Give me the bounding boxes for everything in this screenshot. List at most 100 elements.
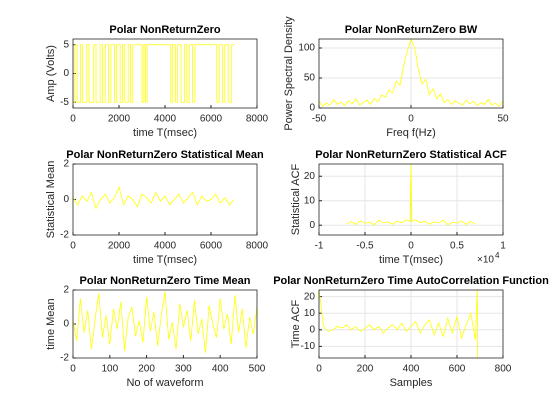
series bbox=[346, 164, 476, 226]
axes-box bbox=[318, 163, 504, 236]
step bbox=[80, 44, 84, 103]
series bbox=[73, 291, 257, 353]
y-tick-label: -10 bbox=[301, 341, 316, 352]
step bbox=[194, 44, 218, 103]
step bbox=[110, 44, 115, 103]
step bbox=[82, 44, 88, 103]
step bbox=[77, 44, 81, 103]
step bbox=[189, 44, 193, 103]
step bbox=[93, 44, 97, 103]
step bbox=[192, 44, 196, 103]
y-tick-label: 10 bbox=[304, 195, 316, 206]
y-tick-label: 50 bbox=[304, 73, 316, 84]
step bbox=[132, 44, 143, 103]
x-tick-label: 8000 bbox=[246, 114, 269, 125]
x-tick-label: 6000 bbox=[200, 114, 223, 125]
x-tick-label: -50 bbox=[312, 114, 327, 125]
x-tick-label: 4000 bbox=[154, 114, 177, 125]
y-tick-label: -2 bbox=[60, 353, 69, 364]
step bbox=[143, 44, 146, 103]
step bbox=[147, 44, 172, 103]
step bbox=[120, 44, 123, 103]
step bbox=[142, 44, 145, 103]
step bbox=[105, 44, 110, 103]
y-axis-label: Time ACF bbox=[290, 299, 302, 348]
subplot-title: Polar NonReturnZero Time Mean bbox=[80, 275, 251, 287]
line bbox=[73, 185, 235, 210]
step bbox=[177, 44, 182, 103]
x-tick-label: -0.5 bbox=[356, 241, 374, 252]
x-axis-label: No of waveform bbox=[126, 377, 203, 389]
axes-box bbox=[72, 38, 258, 109]
step bbox=[216, 44, 220, 103]
x-tick-label: 0 bbox=[70, 114, 76, 125]
axes-box bbox=[318, 289, 504, 359]
step bbox=[145, 44, 148, 103]
y-tick-label: 0 bbox=[63, 194, 69, 205]
subplot: 0 200 400 600 800 -10 0 10 20 Polar NonReturnZero… bbox=[273, 275, 549, 389]
subplot-title: Polar NonReturnZero Statistical Mean bbox=[66, 149, 264, 161]
line bbox=[346, 164, 476, 226]
x-tick-label: 0 bbox=[70, 241, 76, 252]
step bbox=[186, 44, 190, 103]
x-tick-label: 300 bbox=[175, 364, 192, 375]
line bbox=[73, 291, 257, 353]
line bbox=[319, 39, 503, 107]
step bbox=[122, 44, 126, 103]
series bbox=[319, 39, 503, 107]
step bbox=[222, 44, 226, 103]
axes-box bbox=[318, 38, 504, 109]
plot-area bbox=[73, 39, 257, 108]
x-tick-label: 50 bbox=[497, 114, 509, 125]
y-tick-label: 100 bbox=[298, 43, 315, 54]
y-axis-label: time Mean bbox=[45, 298, 57, 349]
step bbox=[228, 44, 233, 103]
y-tick-label: 10 bbox=[304, 308, 316, 319]
y-tick-label: 0 bbox=[309, 103, 315, 114]
x-tick-label: 800 bbox=[495, 364, 512, 375]
step bbox=[86, 44, 90, 103]
step bbox=[170, 44, 173, 103]
step bbox=[108, 44, 112, 103]
series bbox=[73, 185, 235, 210]
plot-area bbox=[73, 290, 257, 358]
series bbox=[319, 290, 479, 358]
x-tick-label: 0.5 bbox=[450, 241, 464, 252]
step bbox=[181, 44, 185, 103]
x-tick-label: 6000 bbox=[200, 241, 223, 252]
step bbox=[184, 44, 188, 103]
axes-box bbox=[72, 163, 258, 236]
x-tick-label: 0 bbox=[408, 114, 414, 125]
x-tick-label: 0 bbox=[316, 364, 322, 375]
x-tick-label: 0 bbox=[408, 241, 414, 252]
x-axis-label: Samples bbox=[390, 377, 433, 389]
step bbox=[102, 44, 106, 103]
subplot-title: Polar NonReturnZero Statistical ACF bbox=[315, 149, 507, 161]
x-tick-label: 500 bbox=[249, 364, 266, 375]
y-axis-label: Amp (Volts) bbox=[45, 45, 57, 102]
y-tick-label: 2 bbox=[63, 159, 69, 170]
y-axis-label: Statistical ACF bbox=[290, 163, 302, 235]
x-axis-label: Freq f(Hz) bbox=[386, 127, 436, 139]
x-tick-label: 100 bbox=[101, 364, 118, 375]
step bbox=[73, 44, 76, 103]
step bbox=[130, 44, 134, 103]
step bbox=[224, 44, 229, 103]
x-axis-label: time T(msec) bbox=[133, 127, 197, 139]
x-tick-label: 0 bbox=[70, 364, 76, 375]
x-tick-label: 8000 bbox=[246, 241, 269, 252]
x-tick-label: 200 bbox=[138, 364, 155, 375]
step bbox=[172, 44, 176, 103]
x-tick-label: 4000 bbox=[154, 241, 177, 252]
subplot-title: Polar NonReturnZero BW bbox=[345, 24, 478, 36]
axes-box bbox=[72, 289, 258, 359]
y-axis-label: Power Spectral Density bbox=[283, 16, 295, 131]
step bbox=[219, 44, 223, 103]
x-tick-label: 2000 bbox=[108, 114, 131, 125]
x-tick-label: 1 bbox=[500, 241, 506, 252]
x-axis-label: time T(msec) bbox=[379, 254, 443, 266]
